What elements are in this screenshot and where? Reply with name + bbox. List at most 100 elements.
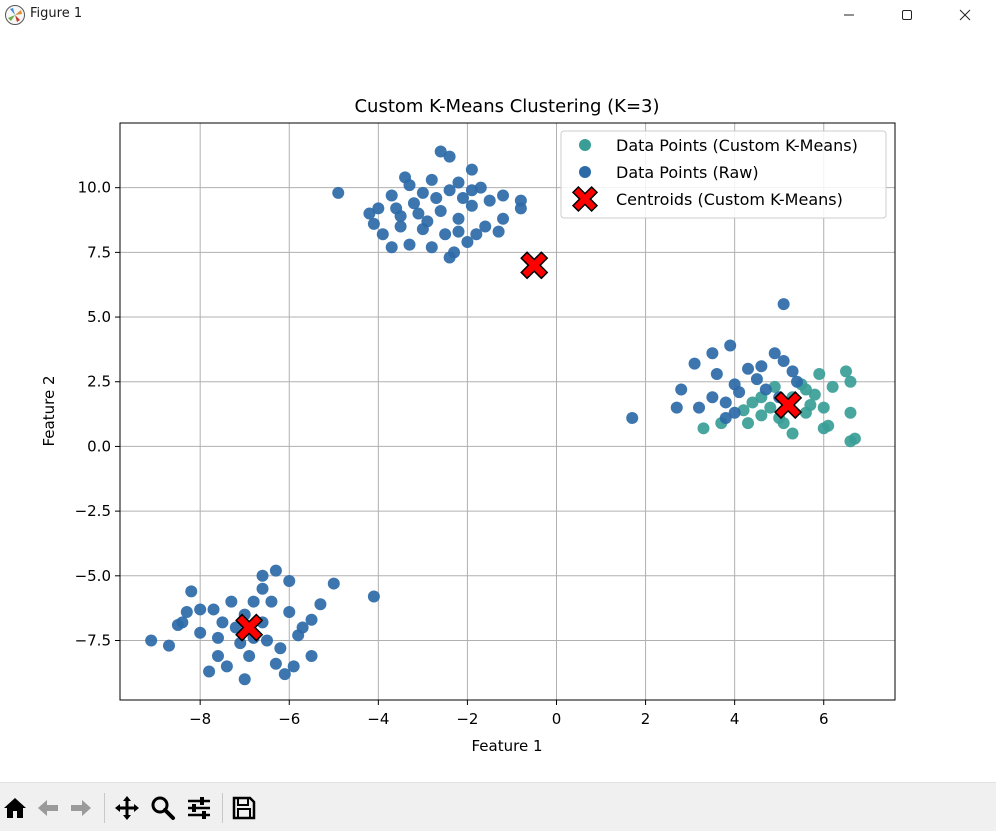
x-ticks: −8 −6 −4 −2 0 2 4 6: [189, 700, 829, 728]
data-point-raw: [305, 650, 318, 663]
data-point-raw: [305, 613, 318, 626]
y-tick-label: 2.5: [87, 373, 111, 391]
data-point-raw: [497, 212, 510, 225]
centroid-marker: [520, 251, 549, 280]
data-point-raw: [287, 660, 300, 673]
app-icon: [5, 5, 25, 25]
data-point-raw: [416, 223, 429, 236]
x-axis-label: Feature 1: [472, 737, 543, 755]
close-icon: [959, 9, 971, 21]
scatter-chart: Custom K-Means Clustering (K=3) −8 −6 −4 −2…: [40, 96, 896, 755]
toolbar-separator: [222, 793, 223, 823]
data-point-raw: [376, 228, 389, 241]
data-point-raw: [465, 184, 478, 197]
data-point-raw: [461, 236, 474, 249]
back-button[interactable]: [33, 793, 63, 823]
legend-label-centroids: Centroids (Custom K-Means): [616, 190, 843, 209]
data-point-custom-kmeans: [764, 401, 777, 414]
y-tick-label: −7.5: [75, 631, 111, 649]
data-point-raw: [216, 616, 229, 629]
data-point-raw: [434, 145, 447, 158]
data-point-raw: [452, 212, 465, 225]
data-point-raw: [292, 629, 305, 642]
data-point-raw: [425, 241, 438, 254]
minimize-button[interactable]: [820, 0, 878, 30]
data-point-custom-kmeans: [844, 435, 857, 448]
data-point-custom-kmeans: [786, 427, 799, 440]
maximize-icon: [902, 10, 912, 20]
data-point-custom-kmeans: [808, 388, 821, 401]
data-point-raw: [180, 606, 193, 619]
data-point-custom-kmeans: [844, 406, 857, 419]
data-point-raw: [470, 228, 483, 241]
data-point-raw: [786, 365, 799, 378]
data-point-raw: [456, 192, 469, 205]
centroid-layer: [235, 251, 803, 642]
forward-icon: [71, 800, 91, 816]
legend-marker-centroids: [571, 185, 599, 213]
zoom-button[interactable]: [148, 793, 178, 823]
window-titlebar: Figure 1: [0, 0, 996, 30]
data-point-custom-kmeans: [817, 401, 830, 414]
data-point-raw: [372, 202, 385, 215]
home-button[interactable]: [0, 793, 30, 823]
x-tick-label: −8: [189, 710, 211, 728]
data-point-raw: [430, 192, 443, 205]
data-point-raw: [733, 386, 746, 399]
data-point-raw: [269, 657, 282, 670]
plot-frame: [119, 122, 896, 701]
data-point-raw: [211, 650, 224, 663]
y-tick-label: −5.0: [75, 567, 111, 585]
data-point-raw: [407, 197, 420, 210]
configure-subplots-button[interactable]: [184, 793, 214, 823]
data-point-raw: [225, 595, 238, 608]
legend: Data Points (Custom K-Means) Data Points…: [560, 130, 887, 219]
data-point-raw: [243, 650, 256, 663]
data-point-custom-kmeans: [746, 396, 759, 409]
close-button[interactable]: [936, 0, 994, 30]
data-point-raw: [791, 375, 804, 388]
minimize-icon: [844, 14, 854, 16]
data-point-raw: [777, 298, 790, 311]
home-icon: [4, 798, 26, 818]
data-point-raw: [434, 204, 447, 217]
forward-button[interactable]: [66, 793, 96, 823]
data-point-raw: [260, 634, 273, 647]
data-point-raw: [777, 355, 790, 368]
data-point-raw: [688, 357, 701, 370]
data-point-raw: [363, 207, 376, 220]
x-tick-label: −6: [278, 710, 300, 728]
data-point-raw: [207, 603, 220, 616]
figure-canvas: Custom K-Means Clustering (K=3) −8 −6 −4 −2…: [0, 30, 996, 782]
y-tick-label: 0.0: [87, 437, 111, 455]
data-point-raw: [465, 163, 478, 176]
data-point-raw: [394, 220, 407, 233]
data-point-raw: [728, 406, 741, 419]
x-tick-label: −2: [456, 710, 478, 728]
chart-title: Custom K-Means Clustering (K=3): [354, 96, 659, 117]
data-point-raw: [238, 673, 251, 686]
legend-label-raw: Data Points (Raw): [616, 163, 759, 182]
legend-marker-raw: [579, 166, 591, 178]
data-point-raw: [626, 411, 639, 424]
data-point-raw: [492, 225, 505, 238]
pan-button[interactable]: [112, 793, 142, 823]
data-point-raw: [439, 228, 452, 241]
data-point-raw: [443, 251, 456, 264]
points-layer: [145, 145, 861, 686]
maximize-button[interactable]: [878, 0, 936, 30]
centroid-marker: [235, 613, 264, 642]
data-point-raw: [385, 241, 398, 254]
data-point-raw: [220, 660, 233, 673]
save-icon: [232, 796, 256, 820]
data-point-custom-kmeans: [826, 380, 839, 393]
data-point-raw: [693, 401, 706, 414]
data-point-raw: [256, 569, 269, 582]
data-point-raw: [247, 595, 260, 608]
data-point-raw: [194, 626, 207, 639]
x-tick-label: 4: [730, 710, 740, 728]
data-point-raw: [367, 217, 380, 230]
data-point-raw: [327, 577, 340, 590]
data-point-raw: [283, 606, 296, 619]
save-button[interactable]: [229, 793, 259, 823]
